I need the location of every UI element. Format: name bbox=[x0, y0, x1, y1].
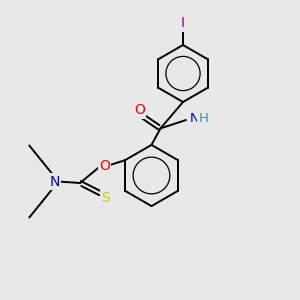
Text: O: O bbox=[99, 159, 110, 172]
Text: O: O bbox=[134, 103, 145, 117]
Text: N: N bbox=[190, 112, 199, 125]
Text: N: N bbox=[50, 175, 60, 188]
Text: NH: NH bbox=[189, 112, 208, 125]
Text: H: H bbox=[199, 112, 208, 125]
Text: S: S bbox=[101, 191, 110, 205]
Text: I: I bbox=[181, 16, 185, 30]
